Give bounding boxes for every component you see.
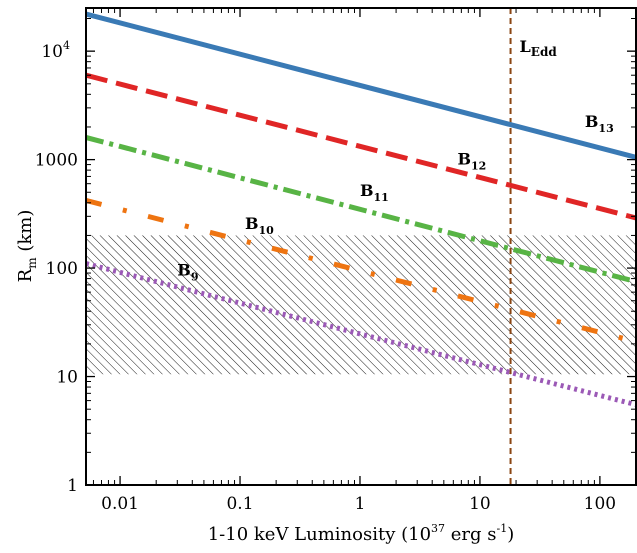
x-axis-label-unit: erg s xyxy=(445,524,496,545)
series-line-b13 xyxy=(86,11,636,160)
y-tick-label: 1 xyxy=(67,476,78,496)
series-label-b10: B10 xyxy=(245,214,274,237)
y-tick-label: 104 xyxy=(41,39,70,62)
y-axis-label-sub: m xyxy=(25,257,39,269)
series-label-b12: B12 xyxy=(457,150,486,173)
x-axis-label-main: 1-10 keV Luminosity (10 xyxy=(208,524,431,545)
series-line-b11 xyxy=(86,135,636,285)
y-tick-label: 1000 xyxy=(35,151,78,171)
series-label-b9: B9 xyxy=(177,261,198,284)
x-axis-label-sup: 37 xyxy=(431,522,445,535)
y-axis-label-main: R xyxy=(15,268,36,282)
y-tick-label: 10 xyxy=(56,368,78,388)
x-axis-label-close: ) xyxy=(507,524,514,545)
x-axis-label: 1-10 keV Luminosity (1037 erg s-1) xyxy=(208,522,515,545)
series-label-b13: B13 xyxy=(585,112,614,135)
ticks-layer: 0.01 0.1 1 10 100 1 10 100 1000 104 xyxy=(35,8,637,514)
series-line-b12 xyxy=(86,72,636,221)
plot-frame xyxy=(85,7,637,486)
hatched-band xyxy=(86,235,636,375)
y-axis-label-rest: (km) xyxy=(15,210,36,258)
x-tick-label: 0.01 xyxy=(101,494,139,514)
x-tick-label: 100 xyxy=(584,494,616,514)
x-tick-label: 0.1 xyxy=(226,494,253,514)
y-tick-label: 100 xyxy=(46,259,78,279)
series-labels-layer: LEdd B13 B12 B11 B10 B9 xyxy=(177,37,613,284)
y-axis-label: Rm (km) xyxy=(15,210,39,283)
eddington-label: LEdd xyxy=(520,37,558,59)
x-tick-label: 1 xyxy=(355,494,366,514)
shaded-band-layer xyxy=(86,235,636,375)
series-layer xyxy=(86,11,636,408)
x-tick-label: 10 xyxy=(469,494,491,514)
x-axis-label-unit-sup: -1 xyxy=(497,522,508,535)
series-label-b11: B11 xyxy=(360,181,389,204)
